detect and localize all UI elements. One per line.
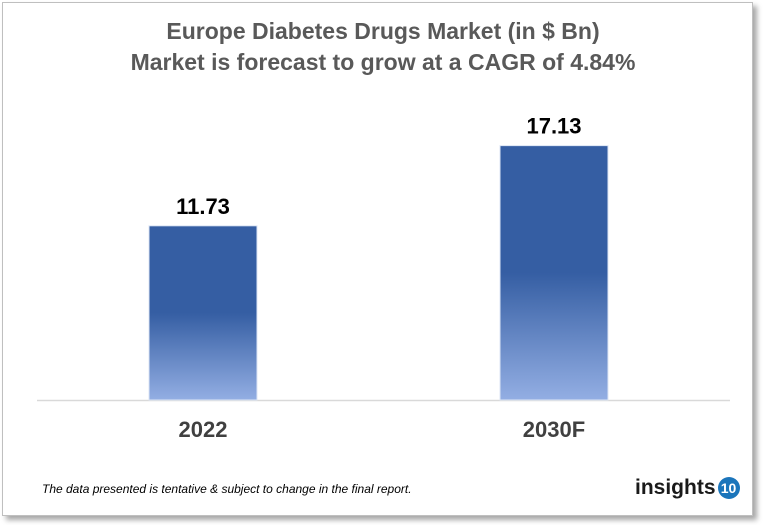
disclaimer-note: The data presented is tentative & subjec… xyxy=(42,482,412,496)
bar-2030F xyxy=(499,145,609,401)
x-tick-label: 2022 xyxy=(179,417,228,442)
insights10-logo: insights 10 xyxy=(635,476,740,500)
data-label: 17.13 xyxy=(526,114,581,139)
data-label: 11.73 xyxy=(176,194,230,219)
x-tick-label: 2030F xyxy=(523,417,585,442)
bar-2022 xyxy=(148,225,258,401)
chart-subtitle: Market is forecast to grow at a CAGR of … xyxy=(130,49,636,75)
chart-frame xyxy=(2,2,753,516)
chart-title: Europe Diabetes Drugs Market (in $ Bn) xyxy=(166,18,600,44)
